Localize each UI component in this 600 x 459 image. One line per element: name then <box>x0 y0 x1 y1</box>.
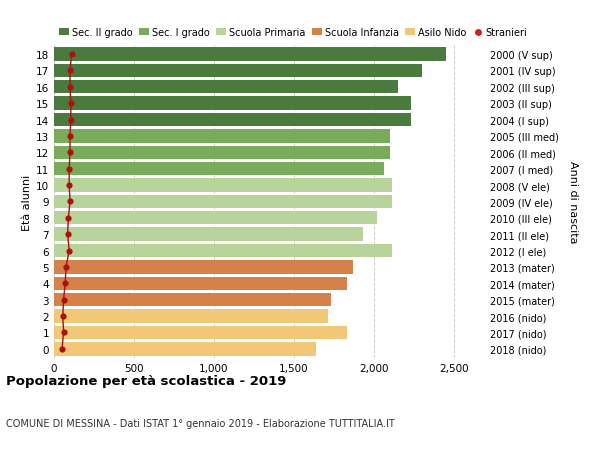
Bar <box>54 212 377 225</box>
Bar <box>54 244 392 257</box>
Y-axis label: Età alunni: Età alunni <box>22 174 32 230</box>
Bar <box>54 179 392 192</box>
Bar <box>54 130 390 143</box>
Bar <box>54 65 422 78</box>
Bar <box>54 146 390 160</box>
Text: COMUNE DI MESSINA - Dati ISTAT 1° gennaio 2019 - Elaborazione TUTTITALIA.IT: COMUNE DI MESSINA - Dati ISTAT 1° gennai… <box>6 418 395 428</box>
Bar <box>54 162 383 176</box>
Bar <box>54 277 347 291</box>
Legend: Sec. II grado, Sec. I grado, Scuola Primaria, Scuola Infanzia, Asilo Nido, Stran: Sec. II grado, Sec. I grado, Scuola Prim… <box>59 28 527 38</box>
Bar <box>54 261 353 274</box>
Bar <box>54 310 328 323</box>
Y-axis label: Anni di nascita: Anni di nascita <box>568 161 578 243</box>
Text: Popolazione per età scolastica - 2019: Popolazione per età scolastica - 2019 <box>6 374 286 387</box>
Bar <box>54 81 398 94</box>
Bar <box>54 48 446 62</box>
Bar <box>54 195 392 209</box>
Bar <box>54 113 411 127</box>
Bar <box>54 228 363 241</box>
Bar <box>54 293 331 307</box>
Bar <box>54 97 411 111</box>
Bar <box>54 342 316 356</box>
Bar <box>54 326 347 339</box>
